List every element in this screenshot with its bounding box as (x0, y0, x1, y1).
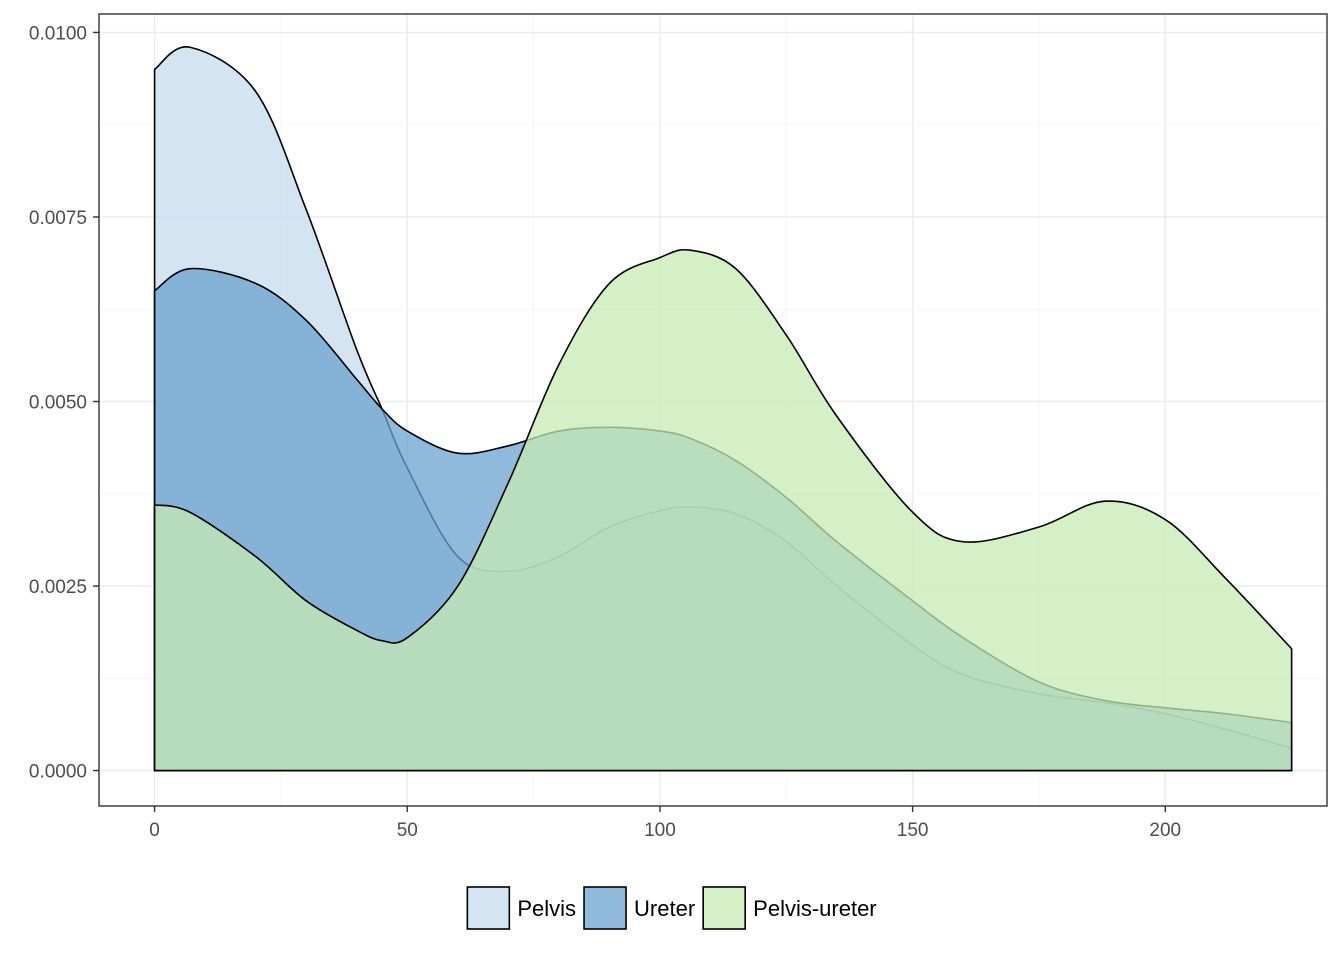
y-tick-label: 0.0025 (29, 577, 87, 598)
x-tick-label: 50 (397, 820, 418, 841)
legend-key-pelvis-ureter (702, 886, 746, 930)
y-tick-label: 0.0000 (29, 762, 87, 783)
density-areas (153, 46, 1293, 772)
legend-key-ureter (583, 886, 627, 930)
y-tick-label: 0.0075 (29, 208, 87, 229)
legend-item-pelvis-ureter: Pelvis-ureter (702, 886, 877, 930)
legend-label-ureter: Ureter (634, 896, 695, 921)
legend-key-pelvis (466, 886, 511, 930)
density-area-pelvis-ureter (153, 248, 1293, 772)
legend-item-pelvis: Pelvis (466, 886, 576, 930)
y-tick-label: 0.0050 (29, 393, 87, 414)
legend-label-pelvis: Pelvis (517, 896, 576, 921)
axes: 0 50 100 150 200 0.0000 0.0025 0.0050 0.0075 0.01… (29, 23, 1181, 841)
legend-item-ureter: Ureter (583, 886, 695, 930)
x-tick-label: 100 (644, 820, 676, 841)
x-tick-label: 200 (1149, 820, 1181, 841)
legend-label-pelvis-ureter: Pelvis-ureter (753, 896, 876, 921)
x-tick-label: 150 (897, 820, 929, 841)
y-tick-label: 0.0100 (29, 23, 87, 44)
plot-panel-border (98, 13, 1328, 807)
legend: Pelvis Ureter Pelvis-ureter (466, 886, 877, 930)
x-tick-label: 0 (149, 820, 160, 841)
